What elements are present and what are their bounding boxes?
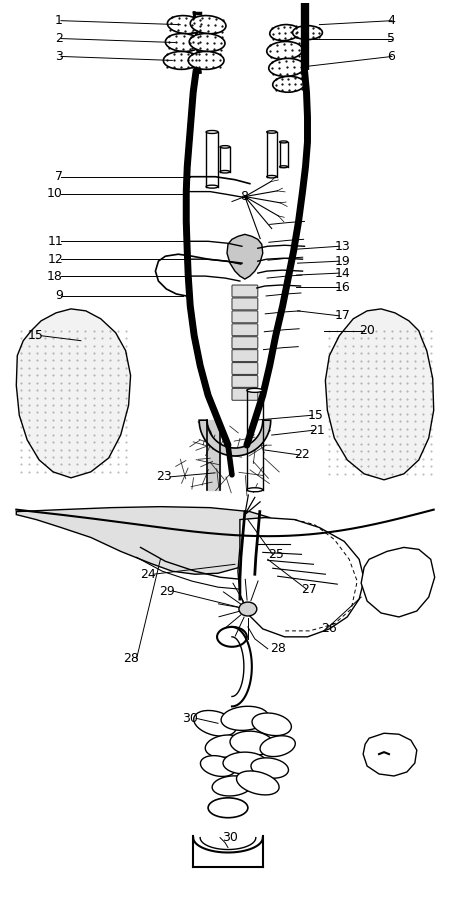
Text: 7: 7 xyxy=(55,170,63,183)
Text: 28: 28 xyxy=(270,642,286,655)
Ellipse shape xyxy=(251,758,288,778)
Ellipse shape xyxy=(279,141,288,143)
Ellipse shape xyxy=(292,25,322,40)
Ellipse shape xyxy=(166,33,201,51)
Ellipse shape xyxy=(190,15,226,33)
Text: 22: 22 xyxy=(295,449,310,461)
Text: 16: 16 xyxy=(334,280,350,294)
Ellipse shape xyxy=(163,51,199,69)
Text: 19: 19 xyxy=(334,255,350,268)
Polygon shape xyxy=(207,420,220,490)
Ellipse shape xyxy=(220,146,230,148)
Text: 30: 30 xyxy=(182,712,198,724)
Ellipse shape xyxy=(200,756,236,777)
Ellipse shape xyxy=(220,170,230,173)
Ellipse shape xyxy=(188,51,224,69)
Text: 13: 13 xyxy=(334,240,350,253)
Ellipse shape xyxy=(267,131,277,133)
Ellipse shape xyxy=(270,24,300,41)
Ellipse shape xyxy=(212,776,252,796)
Polygon shape xyxy=(238,517,364,637)
Text: 23: 23 xyxy=(157,470,172,483)
Ellipse shape xyxy=(247,388,263,392)
Ellipse shape xyxy=(252,713,292,735)
Text: 10: 10 xyxy=(47,187,63,200)
Text: 29: 29 xyxy=(160,585,176,597)
Ellipse shape xyxy=(206,185,218,188)
Text: 26: 26 xyxy=(321,623,337,635)
Text: 27: 27 xyxy=(302,583,317,596)
Ellipse shape xyxy=(237,771,279,795)
Polygon shape xyxy=(16,309,130,478)
Text: 28: 28 xyxy=(123,652,139,665)
Text: 9: 9 xyxy=(55,289,63,303)
Ellipse shape xyxy=(208,798,248,818)
Text: 14: 14 xyxy=(334,267,350,279)
FancyBboxPatch shape xyxy=(232,298,258,310)
Ellipse shape xyxy=(279,166,288,168)
Ellipse shape xyxy=(217,627,247,647)
Polygon shape xyxy=(325,309,434,480)
FancyBboxPatch shape xyxy=(232,388,258,400)
Text: 4: 4 xyxy=(387,14,395,27)
Ellipse shape xyxy=(223,752,267,774)
Text: 8: 8 xyxy=(240,190,248,203)
Text: 2: 2 xyxy=(55,32,63,45)
Text: 17: 17 xyxy=(334,309,350,323)
Ellipse shape xyxy=(239,602,257,616)
Text: 15: 15 xyxy=(307,409,324,422)
Text: 6: 6 xyxy=(387,50,395,63)
Polygon shape xyxy=(199,420,271,456)
Text: 24: 24 xyxy=(140,568,155,581)
Ellipse shape xyxy=(267,176,277,177)
Ellipse shape xyxy=(205,735,245,758)
Text: 20: 20 xyxy=(359,324,375,337)
Ellipse shape xyxy=(221,706,269,731)
Text: 12: 12 xyxy=(47,252,63,266)
Polygon shape xyxy=(16,506,278,574)
FancyBboxPatch shape xyxy=(232,323,258,336)
Ellipse shape xyxy=(189,33,225,51)
Text: 21: 21 xyxy=(310,423,325,437)
FancyBboxPatch shape xyxy=(232,311,258,323)
Text: 11: 11 xyxy=(47,235,63,248)
FancyBboxPatch shape xyxy=(232,285,258,297)
Polygon shape xyxy=(227,234,263,279)
Ellipse shape xyxy=(230,731,274,755)
Text: 30: 30 xyxy=(222,831,238,844)
Ellipse shape xyxy=(167,15,203,33)
FancyBboxPatch shape xyxy=(232,350,258,361)
Text: 1: 1 xyxy=(55,14,63,27)
Text: 25: 25 xyxy=(268,548,284,560)
Text: 18: 18 xyxy=(47,269,63,283)
Ellipse shape xyxy=(269,59,305,77)
FancyBboxPatch shape xyxy=(232,337,258,349)
Ellipse shape xyxy=(194,711,236,736)
Polygon shape xyxy=(363,733,417,776)
Text: 15: 15 xyxy=(27,329,43,342)
Ellipse shape xyxy=(267,41,302,59)
Polygon shape xyxy=(361,548,435,617)
Text: 3: 3 xyxy=(55,50,63,63)
Ellipse shape xyxy=(260,736,295,757)
Ellipse shape xyxy=(273,77,305,92)
Text: 5: 5 xyxy=(387,32,395,45)
FancyBboxPatch shape xyxy=(232,376,258,387)
Ellipse shape xyxy=(247,487,263,492)
Ellipse shape xyxy=(206,131,218,133)
FancyBboxPatch shape xyxy=(232,362,258,375)
